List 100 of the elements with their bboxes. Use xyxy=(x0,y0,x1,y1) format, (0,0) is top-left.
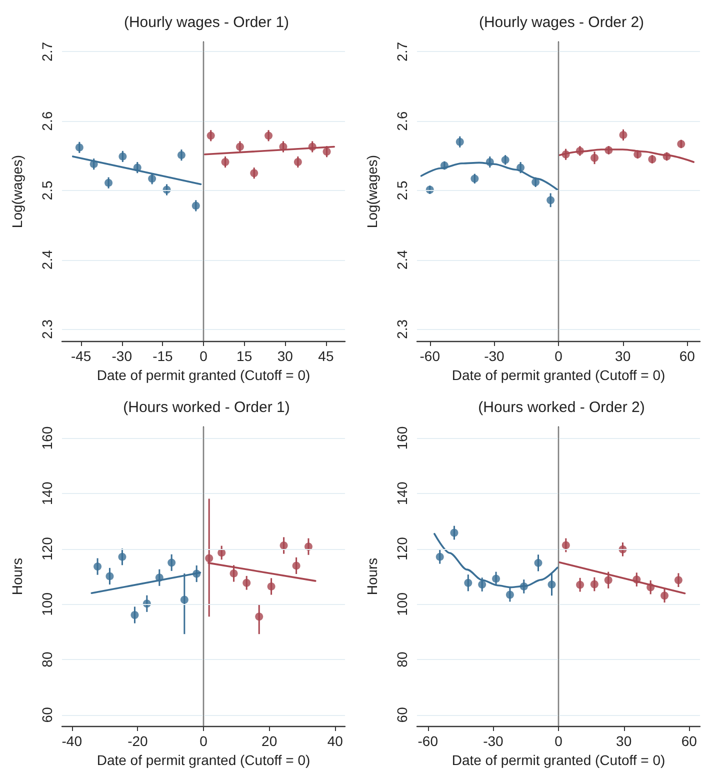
point xyxy=(456,138,464,146)
point xyxy=(104,178,113,187)
point xyxy=(590,154,599,162)
y-tick-label: 100 xyxy=(39,592,55,616)
x-axis-title: Date of permit granted (Cutoff = 0) xyxy=(96,752,310,768)
x-axis-title: Date of permit granted (Cutoff = 0) xyxy=(452,752,666,768)
point xyxy=(492,574,500,583)
x-tick-label: 20 xyxy=(262,733,278,749)
point xyxy=(548,580,556,589)
point xyxy=(118,552,126,561)
y-tick-label: 2.6 xyxy=(394,111,410,131)
y-tick-label: 160 xyxy=(394,426,410,450)
point xyxy=(470,174,479,183)
x-tick-label: 30 xyxy=(277,348,294,364)
point xyxy=(177,151,186,160)
chart-title: (Hourly wages - Order 1) xyxy=(124,14,290,31)
point xyxy=(118,152,127,160)
point xyxy=(619,130,628,139)
x-tick-label: 0 xyxy=(554,733,563,749)
point xyxy=(236,142,244,151)
point xyxy=(205,554,214,562)
x-tick-label: 40 xyxy=(327,733,344,749)
point xyxy=(576,580,584,589)
x-tick-label: 0 xyxy=(200,733,208,749)
y-axis-title: Hours xyxy=(9,558,25,596)
y-tick-label: 2.7 xyxy=(394,42,410,62)
point xyxy=(94,562,102,571)
x-tick-label: 60 xyxy=(679,348,696,364)
point xyxy=(192,202,200,210)
y-tick-label: 2.4 xyxy=(394,250,410,270)
point xyxy=(677,140,686,148)
point xyxy=(148,174,156,183)
point xyxy=(292,562,300,570)
chart-title: (Hourly wages - Order 2) xyxy=(478,14,644,31)
point xyxy=(604,576,612,584)
y-tick-label: 2.5 xyxy=(394,180,410,200)
point xyxy=(660,592,669,600)
point xyxy=(206,132,215,140)
y-tick-label: 2.3 xyxy=(39,319,55,339)
point xyxy=(230,569,238,578)
y-axis-title: Log(wages) xyxy=(9,154,25,228)
point xyxy=(532,178,540,186)
point xyxy=(75,143,84,152)
point xyxy=(267,582,276,590)
y-tick-label: 120 xyxy=(39,536,55,560)
y-tick-label: 60 xyxy=(39,706,55,723)
point xyxy=(221,158,230,166)
y-tick-label: 80 xyxy=(39,652,55,668)
x-tick-label: 30 xyxy=(616,733,632,749)
chart-title: (Hours worked - Order 2) xyxy=(478,399,645,416)
x-tick-label: -45 xyxy=(70,348,92,364)
x-tick-label: -60 xyxy=(420,348,440,364)
x-tick-label: -40 xyxy=(62,733,82,749)
y-tick-label: 80 xyxy=(394,652,410,668)
point xyxy=(436,552,444,561)
point xyxy=(648,155,656,164)
chart-title: (Hours worked - Order 1) xyxy=(123,399,290,416)
point xyxy=(478,580,486,589)
y-tick-label: 2.4 xyxy=(39,250,55,270)
point xyxy=(501,156,510,164)
point xyxy=(506,590,514,599)
point xyxy=(280,541,288,550)
y-tick-label: 2.6 xyxy=(39,111,55,131)
point xyxy=(255,612,264,621)
x-tick-label: 30 xyxy=(615,348,631,364)
y-tick-label: 2.5 xyxy=(39,180,55,200)
point xyxy=(674,576,682,584)
point xyxy=(242,578,251,587)
point xyxy=(168,558,176,567)
point xyxy=(450,528,458,537)
x-tick-label: 45 xyxy=(318,348,334,364)
point xyxy=(562,541,570,550)
x-tick-label: 15 xyxy=(236,348,252,364)
y-tick-label: 2.7 xyxy=(39,42,55,62)
point xyxy=(590,580,598,588)
y-axis-title: Hours xyxy=(364,558,380,596)
point xyxy=(218,548,226,557)
x-tick-label: -60 xyxy=(418,733,438,749)
y-tick-label: 160 xyxy=(39,426,55,450)
y-tick-label: 100 xyxy=(394,592,410,616)
x-tick-label: 0 xyxy=(554,348,563,364)
point xyxy=(546,196,555,204)
point xyxy=(294,158,302,166)
point xyxy=(264,132,273,140)
x-axis-title: Date of permit granted (Cutoff = 0) xyxy=(452,366,666,383)
point xyxy=(250,169,258,178)
y-tick-label: 2.3 xyxy=(394,319,410,339)
y-tick-label: 140 xyxy=(394,482,410,506)
x-tick-label: 60 xyxy=(681,733,698,749)
x-tick-label: 0 xyxy=(200,348,208,364)
x-tick-label: -20 xyxy=(128,733,148,749)
y-tick-label: 120 xyxy=(394,536,410,560)
point xyxy=(106,572,114,580)
y-axis-title: Log(wages) xyxy=(364,154,380,228)
x-tick-label: -30 xyxy=(484,348,505,364)
point xyxy=(464,578,472,587)
point xyxy=(534,558,542,567)
x-tick-label: -30 xyxy=(483,733,504,749)
point xyxy=(180,596,188,604)
y-tick-label: 60 xyxy=(394,706,410,723)
